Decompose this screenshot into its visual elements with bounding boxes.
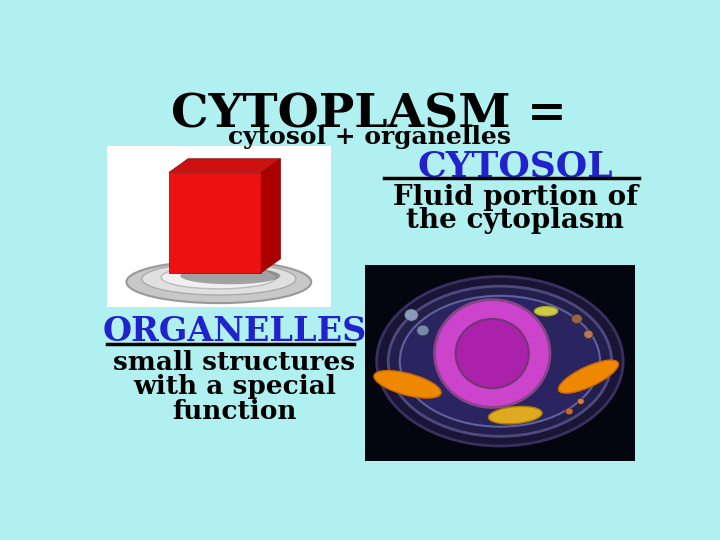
Ellipse shape — [377, 276, 623, 446]
Text: the cytoplasm: the cytoplasm — [406, 207, 624, 234]
Bar — [107, 146, 330, 307]
Polygon shape — [261, 159, 281, 273]
Text: CYTOPLASM =: CYTOPLASM = — [171, 92, 567, 138]
Text: CYTOSOL: CYTOSOL — [418, 150, 613, 184]
Ellipse shape — [488, 407, 542, 424]
Ellipse shape — [142, 262, 296, 295]
Ellipse shape — [180, 267, 281, 284]
Ellipse shape — [161, 266, 276, 289]
Bar — [365, 265, 634, 461]
Ellipse shape — [417, 325, 429, 336]
Ellipse shape — [559, 360, 618, 393]
Ellipse shape — [374, 370, 441, 398]
Ellipse shape — [572, 314, 582, 323]
Text: ORGANELLES: ORGANELLES — [102, 315, 366, 348]
Ellipse shape — [127, 261, 311, 303]
Ellipse shape — [400, 296, 600, 427]
Text: small structures: small structures — [113, 350, 355, 375]
Ellipse shape — [565, 408, 573, 415]
Text: with a special: with a special — [132, 374, 336, 400]
Ellipse shape — [534, 307, 558, 316]
Polygon shape — [168, 159, 281, 173]
Ellipse shape — [577, 398, 584, 404]
Text: Fluid portion of: Fluid portion of — [392, 184, 638, 211]
Ellipse shape — [584, 330, 593, 339]
Ellipse shape — [434, 300, 550, 408]
Polygon shape — [168, 173, 261, 273]
Ellipse shape — [388, 286, 611, 436]
Text: cytosol + organelles: cytosol + organelles — [228, 125, 510, 149]
Ellipse shape — [456, 319, 528, 388]
Text: function: function — [172, 399, 297, 424]
Ellipse shape — [405, 309, 418, 321]
